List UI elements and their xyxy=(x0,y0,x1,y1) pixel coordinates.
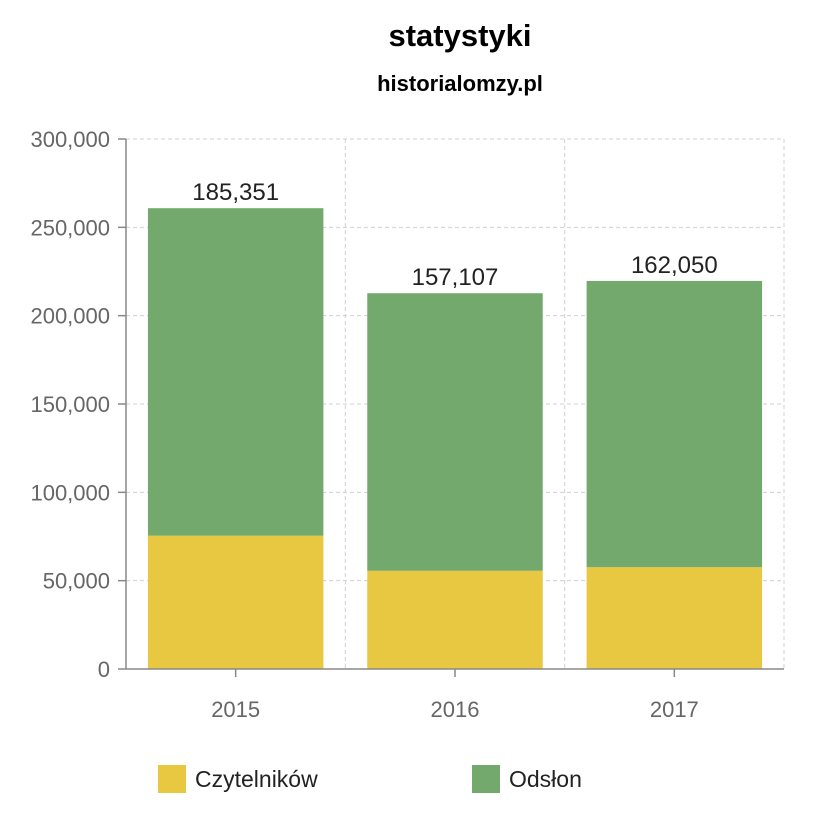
y-tick-label: 50,000 xyxy=(43,569,110,594)
y-tick-label: 200,000 xyxy=(30,304,110,329)
y-tick-label: 100,000 xyxy=(30,480,110,505)
data-label: 157,107 xyxy=(412,264,499,291)
data-label: 185,351 xyxy=(192,179,279,206)
chart-subtitle: historialomzy.pl xyxy=(377,71,543,96)
y-tick-label: 300,000 xyxy=(30,127,110,152)
bar-czytelnikow-2015 xyxy=(147,535,324,669)
x-tick-label: 2017 xyxy=(650,697,699,722)
y-tick-label: 0 xyxy=(98,657,110,682)
legend-swatch-czytelnikow xyxy=(158,765,186,793)
chart-title: statystyki xyxy=(388,18,532,53)
y-tick-label: 150,000 xyxy=(30,392,110,417)
legend-item-odslon[interactable]: Odsłon xyxy=(472,763,582,795)
legend-label-czytelnikow: Czytelników xyxy=(195,765,318,792)
bar-odslon-2017 xyxy=(586,280,763,568)
x-tick-label: 2015 xyxy=(211,697,260,722)
data-label: 162,050 xyxy=(631,252,718,279)
bar-czytelnikow-2017 xyxy=(586,567,763,669)
y-tick-label: 250,000 xyxy=(30,215,110,240)
bar-odslon-2015 xyxy=(147,208,324,536)
legend-label-odslon: Odsłon xyxy=(509,765,582,792)
x-tick-label: 2016 xyxy=(431,697,480,722)
legend-item-czytelnikow[interactable]: Czytelników xyxy=(158,763,318,795)
bar-czytelnikow-2016 xyxy=(367,570,543,669)
legend-swatch-odslon xyxy=(472,765,500,793)
bar-odslon-2016 xyxy=(367,293,543,571)
